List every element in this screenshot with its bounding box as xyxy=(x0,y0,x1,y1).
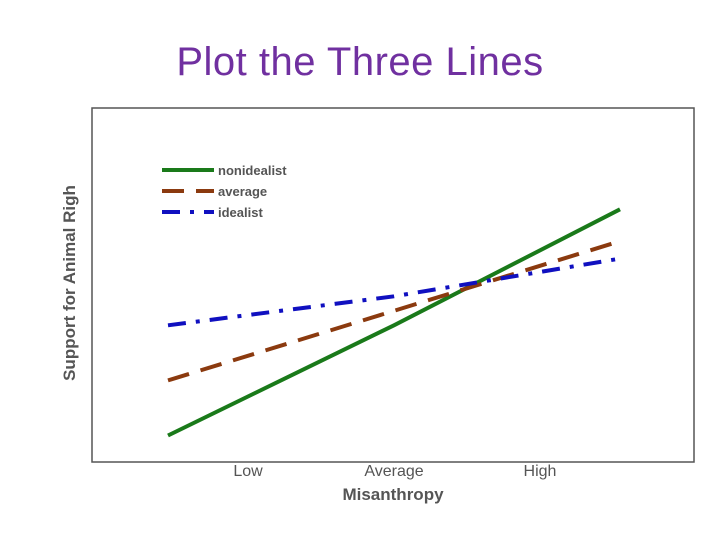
slide-title: Plot the Three Lines xyxy=(176,40,544,84)
legend-label-idealist: idealist xyxy=(218,205,263,220)
x-tick-label: Average xyxy=(364,463,423,480)
x-axis-label: Misanthropy xyxy=(342,485,444,504)
series-line-idealist xyxy=(167,256,621,328)
x-tick-label: Low xyxy=(233,463,263,480)
series-lines xyxy=(167,207,621,438)
legend-label-nonidealist: nonidealist xyxy=(218,163,287,178)
x-tick-group: Low Average High xyxy=(233,463,556,480)
x-tick-label: High xyxy=(524,463,557,480)
legend-label-average: average xyxy=(218,184,267,199)
plot-frame xyxy=(91,107,695,463)
legend: nonidealist average idealist xyxy=(162,163,287,220)
series-line-nonidealist xyxy=(167,207,621,438)
y-axis-label: Support for Animal Righ xyxy=(60,185,79,381)
series-line-average xyxy=(167,239,621,383)
